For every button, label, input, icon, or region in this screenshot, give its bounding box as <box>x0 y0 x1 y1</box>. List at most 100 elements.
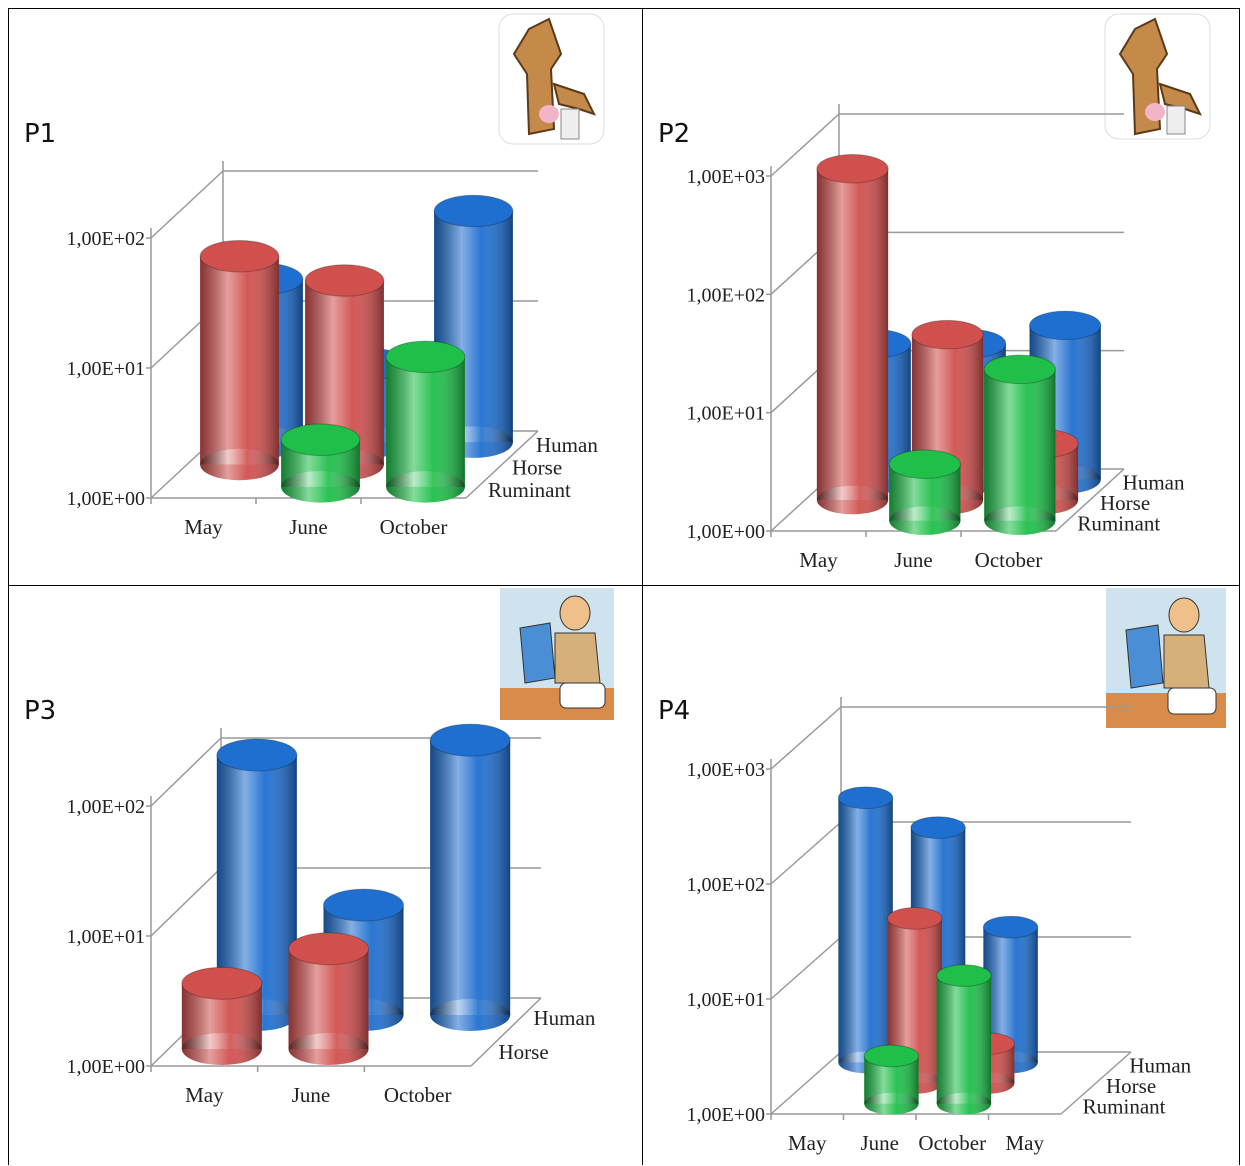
legend-label: Human <box>1129 1053 1191 1077</box>
grid-line <box>150 737 222 807</box>
legend-label: Human <box>536 433 598 457</box>
bar-top <box>911 319 984 350</box>
y-tick-label: 1,00E+03 <box>687 166 766 188</box>
bar-shine <box>838 797 893 1063</box>
y-tick-label: 1,00E+01 <box>67 926 146 948</box>
x-tick-label: June <box>292 1083 331 1107</box>
bar-top <box>983 354 1056 385</box>
bar-top <box>910 816 966 839</box>
x-tick-label: May <box>1006 1131 1045 1155</box>
horse-icon <box>498 13 605 145</box>
bar-shine <box>936 975 992 1104</box>
panel-title: P3 <box>24 696 56 726</box>
bar-base-shine <box>864 1092 919 1115</box>
x-tick-label: May <box>799 548 838 572</box>
panel-title: P4 <box>658 696 690 726</box>
y-tick-label: 1,00E+00 <box>67 488 146 510</box>
bar-base-shine <box>288 1033 369 1065</box>
reader-icon <box>1106 588 1226 728</box>
y-tick-label: 1,00E+03 <box>687 759 766 781</box>
bar-shine <box>430 740 511 1015</box>
y-tick-label: 1,00E+00 <box>687 1104 766 1126</box>
legend-label: Ruminant <box>1083 1095 1166 1119</box>
bar-top <box>863 1044 920 1068</box>
bar-base-shine <box>181 1033 262 1065</box>
x-tick-label: October <box>380 515 448 539</box>
bar-top <box>982 915 1039 939</box>
x-tick-label: May <box>184 515 223 539</box>
bar-top <box>837 786 894 810</box>
grid-line <box>770 821 842 885</box>
bar-top <box>280 423 361 457</box>
x-tick-label: October <box>975 548 1043 572</box>
bar-top <box>304 264 385 297</box>
x-tick-label: June <box>894 548 933 572</box>
floor-line <box>1060 1051 1132 1115</box>
bar-top <box>216 738 298 772</box>
bar-top <box>887 907 943 930</box>
y-tick-label: 1,00E+01 <box>687 403 766 425</box>
legend-label: Horse <box>512 456 562 480</box>
bar-top <box>1029 310 1102 341</box>
x-tick-label: October <box>918 1131 986 1155</box>
grid-line <box>150 170 224 239</box>
x-tick-label: October <box>384 1083 452 1107</box>
bar-base-shine <box>984 506 1056 535</box>
grid-line <box>770 113 840 177</box>
bar-shine <box>816 168 889 501</box>
bar-base-shine <box>936 1092 992 1115</box>
bar-base-shine <box>816 485 889 515</box>
chart: P3 1,00E+00 1,00E+01 1,00E+02 May June October… <box>24 588 614 1107</box>
bar-base-shine <box>281 471 360 503</box>
grid-line <box>770 1051 842 1115</box>
horse-icon <box>1104 13 1211 140</box>
legend-label: Human <box>534 1006 596 1030</box>
bar-shine <box>288 948 369 1049</box>
y-tick-label: 1,00E+02 <box>687 284 766 306</box>
panel-title: P2 <box>658 119 690 149</box>
y-tick-label: 1,00E+02 <box>67 796 146 818</box>
panel: P3 1,00E+00 1,00E+01 1,00E+02 May June October… <box>8 585 643 1165</box>
reader-icon <box>500 588 614 720</box>
bar-base-shine <box>200 448 279 481</box>
bar-shine <box>386 356 465 487</box>
panel: P4 1,00E+00 1,00E+01 1,00E+02 1,00E+03 May Jun… <box>642 585 1240 1165</box>
y-tick-label: 1,00E+00 <box>687 521 766 543</box>
x-tick-label: June <box>861 1131 900 1155</box>
bar-top <box>385 340 466 374</box>
floor-line <box>470 997 542 1067</box>
y-tick-label: 1,00E+02 <box>67 228 146 250</box>
bar-base-shine <box>386 471 465 503</box>
bar-top <box>199 239 280 273</box>
chart: P2 1,00E+00 1,00E+01 1,00E+02 1,00E+03 May Jun… <box>658 13 1211 572</box>
floor-line <box>465 430 539 499</box>
grid-line <box>150 867 222 937</box>
floor-line <box>1055 468 1125 532</box>
y-tick-label: 1,00E+00 <box>67 1056 146 1078</box>
legend-label: Ruminant <box>488 478 571 502</box>
legend-label: Horse <box>1106 1074 1156 1098</box>
chart: P4 1,00E+00 1,00E+01 1,00E+02 1,00E+03 May Jun… <box>658 588 1226 1155</box>
legend-label: Horse <box>499 1040 549 1064</box>
legend-label: Ruminant <box>1077 512 1160 536</box>
legend-label: Human <box>1123 470 1185 494</box>
panel: P2 1,00E+00 1,00E+01 1,00E+02 1,00E+03 May Jun… <box>642 8 1240 586</box>
grid-line <box>770 936 842 1000</box>
bar-shine <box>984 369 1056 521</box>
x-tick-label: June <box>289 515 328 539</box>
bar-top <box>288 932 369 966</box>
chart: P1 1,00E+00 1,00E+01 1,00E+02 May June October… <box>24 13 605 539</box>
bar-base-shine <box>889 506 961 535</box>
bar-shine <box>200 256 279 465</box>
bar-top <box>936 964 992 987</box>
y-tick-label: 1,00E+01 <box>67 358 146 380</box>
bar-top <box>433 194 514 228</box>
panel: P1 1,00E+00 1,00E+01 1,00E+02 May June October… <box>8 8 643 586</box>
bar-top <box>888 449 961 479</box>
bar-base-shine <box>430 999 511 1031</box>
bar-top <box>816 153 889 184</box>
grid-line <box>770 706 842 770</box>
y-tick-label: 1,00E+02 <box>687 874 766 896</box>
legend-label: Horse <box>1100 491 1150 515</box>
